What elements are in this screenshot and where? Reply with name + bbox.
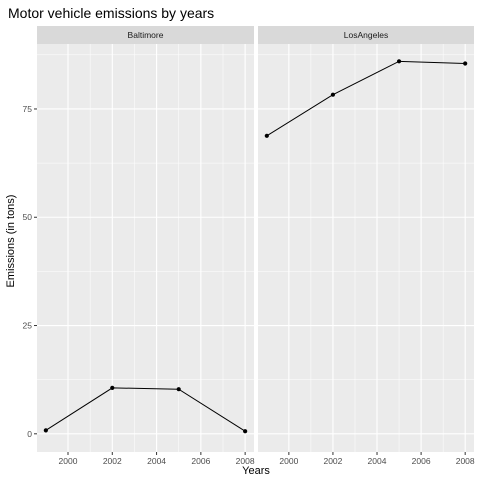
y-tick-label: 25 <box>23 321 33 331</box>
data-point <box>463 61 468 66</box>
strip-baltimore <box>37 26 254 44</box>
series-line-losangeles <box>266 60 466 137</box>
strip-losangeles <box>258 26 474 44</box>
strip-label: Baltimore <box>128 30 164 40</box>
x-tick-label: 2006 <box>191 456 210 466</box>
y-axis-title: Emissions (in tons) <box>5 195 17 288</box>
y-tick-label: 75 <box>23 104 33 114</box>
x-tick-label: 2008 <box>456 456 475 466</box>
strip-label: LosAngeles <box>344 30 388 40</box>
series-line-baltimore <box>45 387 246 432</box>
y-tick-label: 0 <box>27 429 32 439</box>
panel-baltimore: Baltimore <box>37 26 254 452</box>
x-tick-label: 2004 <box>147 456 166 466</box>
x-tick-label: 2008 <box>236 456 255 466</box>
panel-losangeles: LosAngeles <box>258 26 474 452</box>
x-tick-label: 2000 <box>279 456 298 466</box>
x-tick-label: 2002 <box>103 456 122 466</box>
data-point <box>110 385 115 390</box>
data-point <box>264 133 269 138</box>
x-tick-label: 2004 <box>368 456 387 466</box>
data-point <box>330 92 336 97</box>
data-point <box>396 59 402 64</box>
x-tick-label: 2002 <box>323 456 342 466</box>
data-point <box>43 428 48 433</box>
panels: Baltimore LosAngeles <box>37 26 474 452</box>
x-axis-title: Years <box>242 465 270 477</box>
data-point <box>176 387 181 392</box>
y-tick-label: 50 <box>23 212 33 222</box>
y-axis: 0 25 50 75 <box>23 104 37 439</box>
panel-background <box>37 44 254 452</box>
x-tick-label: 2000 <box>59 456 78 466</box>
x-tick-label: 2006 <box>412 456 431 466</box>
chart-title: Motor vehicle emissions by years <box>8 5 214 21</box>
panel-background <box>258 44 474 452</box>
data-point <box>243 429 248 434</box>
x-axis: 2000 2002 2004 2006 2008 2000 2002 2004 2006 2008 <box>59 452 475 466</box>
